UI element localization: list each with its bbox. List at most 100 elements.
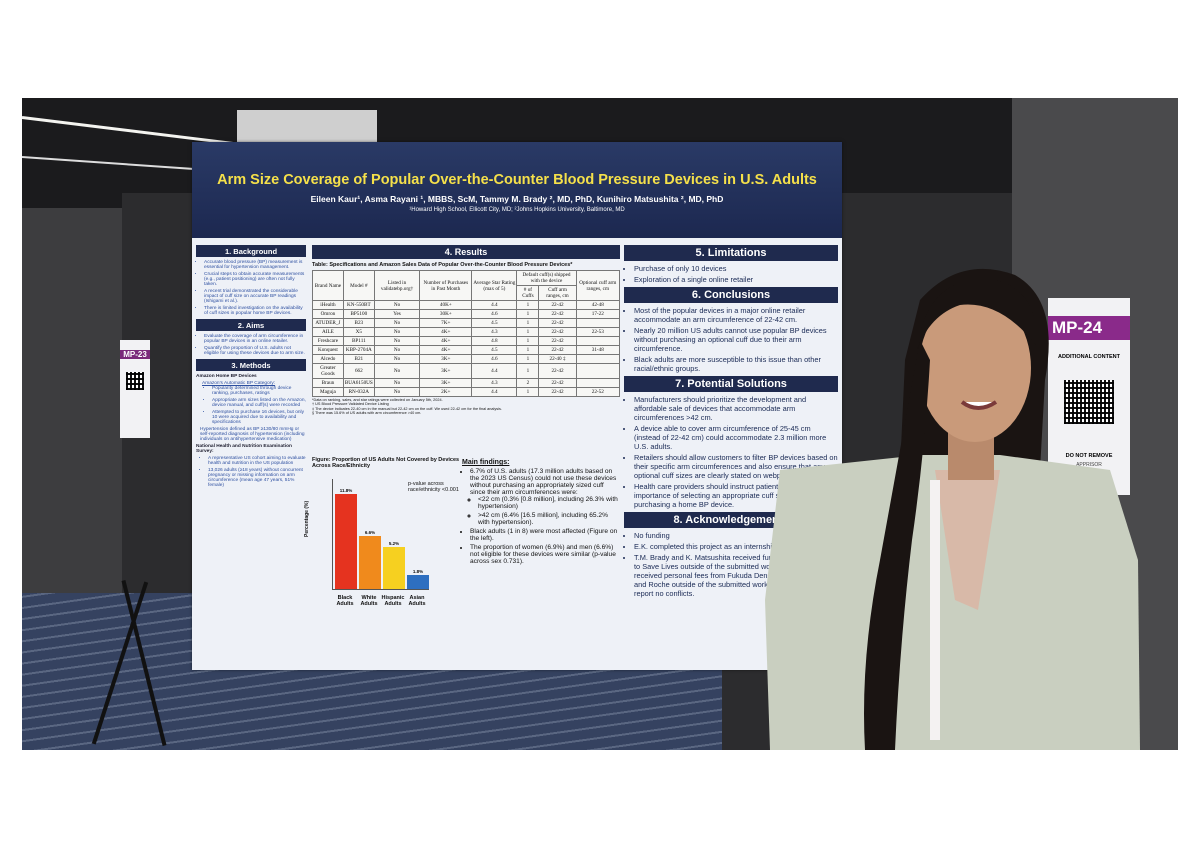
smile (960, 400, 998, 410)
value-label: 5.2% (388, 541, 400, 547)
poster-affiliations: ¹Howard High School, Ellicott City, MD; … (409, 207, 625, 213)
subheading: National Health and Nutrition Examinatio… (196, 444, 292, 454)
figure-title: Figure: Proportion of US Adults Not Cove… (312, 457, 460, 469)
value-label: 6.6% (364, 529, 376, 535)
category-label: Hispanic Adults (381, 595, 405, 607)
bullet: Most of the popular devices in a major o… (634, 306, 838, 324)
subheading: Amazon Home BP Devices (196, 374, 257, 379)
poster-title: Arm Size Coverage of Popular Over-the-Co… (217, 172, 817, 188)
right-sign: MP-24 ADDITIONAL CONTENT DO NOT REMOVE A… (1048, 298, 1130, 495)
bullet: Appropriate arm sizes listed on the Amaz… (212, 398, 306, 408)
jacket (765, 455, 1140, 750)
table-cell: 22-52 (575, 387, 621, 397)
bullet-list: Manufacturers should prioritize the deve… (624, 395, 838, 509)
column-right: 5. Limitations Purchase of only 10 devic… (624, 242, 838, 600)
bullet: Nearly 20 million US adults cannot use p… (634, 326, 838, 353)
bullet-list: <22 cm (0.3% [0.8 million], including 26… (470, 496, 618, 526)
bar (407, 574, 429, 589)
table-caption: Table: Specifications and Amazon Sales D… (312, 262, 573, 268)
table-notes: *Data on ranking, sales, and star rating… (312, 398, 620, 416)
bullet: Accurate blood pressure (BP) measurement… (204, 260, 306, 270)
bullet: Health care providers should instruct pa… (634, 482, 838, 509)
poster-authors: Eileen Kaur¹, Asma Rayani ¹, MBBS, ScM, … (310, 194, 724, 204)
bullet-list: Most of the popular devices in a major o… (624, 306, 838, 373)
section-heading: 1. Background (196, 245, 306, 257)
lanyard (930, 480, 940, 740)
category-label: White Adults (360, 595, 378, 607)
column-header: Listed in validatebp.org† (373, 270, 421, 301)
section-heading: 6. Conclusions (624, 287, 838, 303)
bar (359, 535, 381, 589)
plot-area: 11.8% 6.6% 5.2% 1.8% (332, 479, 429, 590)
hair-top (917, 278, 1037, 350)
bar (335, 494, 357, 589)
bullet-text: 6.7% of U.S. adults (17.3 million adults… (470, 468, 617, 496)
bullet: No funding (634, 531, 838, 540)
bullet: Attempted to purchase 16 devices, but on… (212, 410, 306, 425)
bullet: Exploration of a single online retailer (634, 275, 838, 284)
column-left: 1. Background Accurate blood pressure (B… (196, 242, 306, 490)
left-sign: MP-23 (120, 340, 150, 438)
bullet: 6.7% of U.S. adults (17.3 million adults… (470, 468, 618, 526)
bullet-list: Popularity determined through device ran… (204, 386, 306, 425)
sign-label: ADDITIONAL CONTENT (1058, 354, 1120, 360)
section-heading: 5. Limitations (624, 245, 838, 261)
definition: Hypertension defined as BP ≥130/80 mmHg … (200, 427, 305, 442)
column-results: 4. Results Table: Specifications and Ama… (304, 242, 621, 662)
bullet: T.M. Brady and K. Matsushita received fu… (634, 553, 838, 598)
figure: Figure: Proportion of US Adults Not Cove… (304, 457, 460, 647)
bullet: The proportion of women (6.9%) and men (… (470, 544, 618, 565)
note: ‡ The device indicates 22-40 cm in the m… (312, 406, 502, 411)
main-findings: Main findings: 6.7% of U.S. adults (17.3… (462, 457, 618, 567)
bullet-list: Purchase of only 10 devices Exploration o… (624, 264, 838, 284)
bullet: Quantify the proportion of U.S. adults n… (204, 346, 306, 356)
bullet: Retailers should allow customers to filt… (634, 453, 838, 480)
bullet: There is limited investigation on the av… (204, 306, 306, 316)
sign-footer: DO NOT REMOVE (1065, 453, 1113, 459)
table-header-row: Brand Name Model # Listed in validatebp.or… (312, 270, 621, 301)
value-label: 1.8% (412, 568, 424, 574)
column-header: Brand Name (312, 270, 344, 301)
hair-strand (864, 340, 930, 750)
bullet-list: Accurate blood pressure (BP) measurement… (196, 260, 306, 316)
column-header: Model # (342, 270, 375, 301)
subheading: Main findings: (462, 459, 510, 466)
device-table: Brand Name Model # Listed in validatebp.or… (312, 270, 621, 397)
p-value-note: p-value across race/ethnicity <0.001 (408, 481, 459, 493)
section-heading: 7. Potential Solutions (624, 376, 838, 392)
bullet: A recent trial demonstrated the consider… (204, 289, 306, 304)
subheading: Amazon's Automatic BP Category: (202, 381, 276, 386)
bullet: E.K. completed this project as an intern… (634, 542, 838, 551)
shirt (935, 470, 1000, 610)
bullet: Black adults (1 in 8) were most affected… (470, 528, 618, 542)
section-heading: 3. Methods (196, 359, 306, 371)
bullet: Evaluate the coverage of arm circumferen… (204, 334, 306, 344)
qr-code (126, 372, 144, 390)
table-cell: 4.4 (471, 387, 518, 397)
bullet-list: No funding E.K. completed this project as… (624, 531, 838, 598)
value-label: 11.8% (339, 488, 353, 493)
bullet: Black adults are more susceptible to thi… (634, 355, 838, 373)
bullet-list: Black adults (1 in 8) were most affected… (462, 528, 618, 565)
sign-code: MP-24 (1048, 316, 1130, 340)
face (919, 294, 1031, 442)
table-row: AILE X5 No 4K+ 4.3 1 22-42 22-53 (312, 327, 621, 337)
category-label: Asian Adults (408, 595, 426, 607)
table-cell: RN-032A (342, 387, 375, 397)
bullet-list: Evaluate the coverage of arm circumferen… (196, 334, 306, 356)
section-heading: 4. Results (312, 245, 620, 259)
bullet: Popularity determined through device ran… (212, 386, 306, 396)
poster-header: Arm Size Coverage of Popular Over-the-Co… (192, 142, 842, 238)
bullet: Purchase of only 10 devices (634, 264, 838, 273)
note: † US Blood Pressure Validated Device Lis… (312, 402, 389, 406)
bullet-list: 6.7% of U.S. adults (17.3 million adults… (462, 468, 618, 526)
bullet: >42 cm (6.4% [16.5 million], including 6… (478, 512, 618, 526)
bullet: 13,026 adults (≥18 years) without concur… (208, 468, 306, 488)
sign-brand: APPRISOR (1076, 462, 1102, 468)
bullet: A representative US cohort aiming to eva… (208, 456, 306, 466)
bullet: Crucial steps to obtain accurate measure… (204, 272, 306, 287)
poster: Arm Size Coverage of Popular Over-the-Co… (192, 142, 842, 670)
section-heading: 2. Aims (196, 319, 306, 331)
